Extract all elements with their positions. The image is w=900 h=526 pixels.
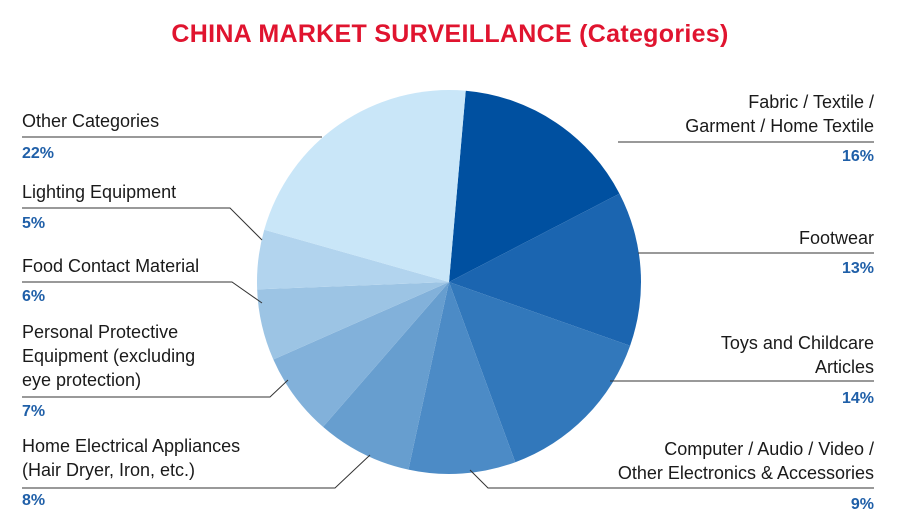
label-food: Food Contact Material <box>22 256 200 276</box>
leader-line-computer <box>469 469 874 489</box>
label-toys: Toys and Childcare Articles <box>720 333 874 377</box>
pie-slice-5 <box>273 282 449 427</box>
value-footwear: 13% <box>841 260 874 277</box>
value-food: 6% <box>22 288 46 305</box>
pie-slice-6 <box>257 282 449 360</box>
label-lighting: Lighting Equipment <box>22 182 177 202</box>
leader-line-food <box>22 281 263 304</box>
label-fabric: Fabric / Textile / Garment / Home Textile <box>685 92 874 136</box>
label-other: Other Categories <box>22 111 160 131</box>
pie-slice-8 <box>264 89 466 282</box>
value-ppe: 7% <box>22 403 46 420</box>
label-computer: Computer / Audio / Video / Other Electron… <box>617 439 874 483</box>
pie-slice-0 <box>449 90 620 282</box>
pie-slice-4 <box>323 282 449 470</box>
leader-line-lighting <box>22 207 263 241</box>
chart-title: CHINA MARKET SURVEILLANCE (Categories) <box>171 20 729 48</box>
label-ppe: Personal Protective Equipment (excluding e… <box>22 322 196 390</box>
leader-line-ppe <box>22 379 289 398</box>
value-appliances: 8% <box>22 492 46 509</box>
label-footwear: Footwear <box>798 228 874 248</box>
value-lighting: 5% <box>22 215 46 232</box>
label-appliances: Home Electrical Appliances (Hair Dryer, I… <box>22 436 241 480</box>
pie-slice-2 <box>449 282 631 463</box>
pie-slice-7 <box>256 229 449 290</box>
pie-slice-3 <box>408 282 516 474</box>
value-toys: 14% <box>841 390 874 407</box>
pie-slice-1 <box>449 193 641 346</box>
value-computer: 9% <box>850 496 874 513</box>
leader-line-appliances <box>22 454 371 489</box>
value-other: 22% <box>22 145 55 162</box>
value-fabric: 16% <box>841 148 874 165</box>
